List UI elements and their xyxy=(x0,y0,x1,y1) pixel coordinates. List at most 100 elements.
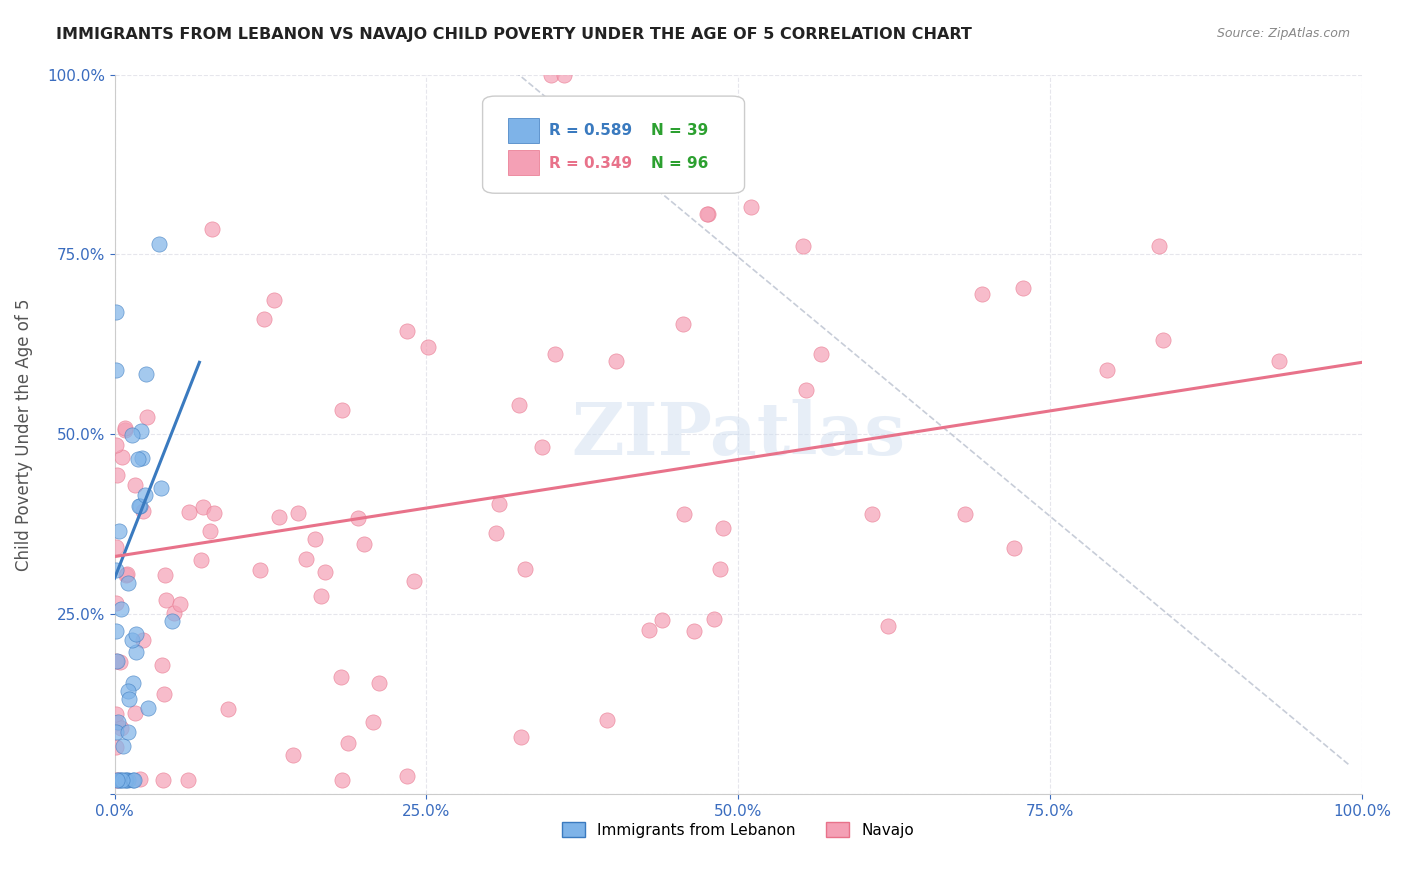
Navajo xyxy=(107,772,129,787)
Navajo xyxy=(104,772,127,787)
Immigrants from Lebanon xyxy=(121,772,143,787)
FancyBboxPatch shape xyxy=(508,150,538,175)
Immigrants from Lebanon xyxy=(110,602,132,616)
Navajo xyxy=(395,324,418,338)
Navajo xyxy=(153,687,176,701)
Navajo xyxy=(1012,281,1035,295)
Immigrants from Lebanon xyxy=(121,428,143,442)
Navajo xyxy=(696,207,718,221)
Navajo xyxy=(150,658,173,673)
Navajo xyxy=(513,562,536,576)
Immigrants from Lebanon xyxy=(121,633,143,648)
Navajo xyxy=(329,670,352,684)
Immigrants from Lebanon xyxy=(105,772,128,787)
Navajo xyxy=(488,497,510,511)
Navajo xyxy=(169,597,191,611)
Immigrants from Lebanon xyxy=(131,451,153,466)
Navajo xyxy=(953,507,976,521)
Navajo xyxy=(115,566,138,581)
Immigrants from Lebanon xyxy=(117,724,139,739)
Navajo xyxy=(131,633,153,648)
Navajo xyxy=(287,506,309,520)
Immigrants from Lebanon xyxy=(114,772,136,787)
Navajo xyxy=(1152,334,1174,348)
Navajo xyxy=(153,567,176,582)
Navajo xyxy=(530,441,553,455)
Navajo xyxy=(132,504,155,518)
Text: R = 0.589: R = 0.589 xyxy=(548,123,631,138)
Navajo xyxy=(105,706,128,721)
Text: N = 96: N = 96 xyxy=(651,155,709,170)
Immigrants from Lebanon xyxy=(134,488,156,502)
Navajo xyxy=(792,238,814,252)
Navajo xyxy=(104,740,127,755)
Y-axis label: Child Poverty Under the Age of 5: Child Poverty Under the Age of 5 xyxy=(15,298,32,571)
Navajo xyxy=(163,606,186,620)
Immigrants from Lebanon xyxy=(129,500,152,514)
Navajo xyxy=(104,540,127,554)
Immigrants from Lebanon xyxy=(122,676,145,690)
Navajo xyxy=(509,730,531,744)
Immigrants from Lebanon xyxy=(136,701,159,715)
Navajo xyxy=(267,509,290,524)
Immigrants from Lebanon xyxy=(128,500,150,514)
Navajo xyxy=(395,769,418,783)
Immigrants from Lebanon xyxy=(110,772,132,787)
Navajo xyxy=(682,624,704,638)
Navajo xyxy=(596,713,619,727)
Navajo xyxy=(105,468,128,483)
Navajo xyxy=(860,507,883,521)
Navajo xyxy=(152,772,174,787)
Navajo xyxy=(346,511,368,525)
Navajo xyxy=(281,748,304,763)
Immigrants from Lebanon xyxy=(124,627,146,641)
Navajo xyxy=(201,222,224,236)
Immigrants from Lebanon xyxy=(131,424,153,438)
Navajo xyxy=(155,593,177,607)
Navajo xyxy=(709,562,731,576)
Navajo xyxy=(129,772,152,787)
Navajo xyxy=(697,207,720,221)
Navajo xyxy=(485,526,508,541)
Navajo xyxy=(703,612,725,626)
Text: N = 39: N = 39 xyxy=(651,123,709,138)
Navajo xyxy=(583,167,606,181)
Navajo xyxy=(104,715,127,730)
Navajo xyxy=(253,312,276,326)
Immigrants from Lebanon xyxy=(117,772,139,787)
Navajo xyxy=(1268,354,1291,368)
Navajo xyxy=(314,566,336,580)
Immigrants from Lebanon xyxy=(104,363,127,377)
Navajo xyxy=(135,410,157,425)
Navajo xyxy=(114,423,136,437)
Navajo xyxy=(672,507,695,521)
Navajo xyxy=(124,706,146,721)
Navajo xyxy=(114,421,136,435)
Immigrants from Lebanon xyxy=(125,645,148,659)
Immigrants from Lebanon xyxy=(107,772,129,787)
Navajo xyxy=(104,438,127,452)
Navajo xyxy=(416,340,439,354)
Immigrants from Lebanon xyxy=(104,725,127,739)
FancyBboxPatch shape xyxy=(508,118,538,143)
Navajo xyxy=(309,589,332,603)
Navajo xyxy=(104,654,127,668)
Navajo xyxy=(115,567,138,582)
Navajo xyxy=(263,293,285,307)
Immigrants from Lebanon xyxy=(105,563,128,577)
Navajo xyxy=(336,735,359,749)
Text: Source: ZipAtlas.com: Source: ZipAtlas.com xyxy=(1216,27,1350,40)
Navajo xyxy=(330,772,353,787)
Navajo xyxy=(810,347,832,361)
Navajo xyxy=(193,500,215,514)
Navajo xyxy=(1095,363,1118,377)
Navajo xyxy=(1002,541,1025,556)
Immigrants from Lebanon xyxy=(124,772,146,787)
Immigrants from Lebanon xyxy=(108,524,131,538)
Text: R = 0.349: R = 0.349 xyxy=(548,155,631,170)
Navajo xyxy=(876,619,898,633)
Navajo xyxy=(110,721,132,735)
Navajo xyxy=(508,398,530,412)
Navajo xyxy=(540,68,562,82)
Immigrants from Lebanon xyxy=(148,237,170,252)
